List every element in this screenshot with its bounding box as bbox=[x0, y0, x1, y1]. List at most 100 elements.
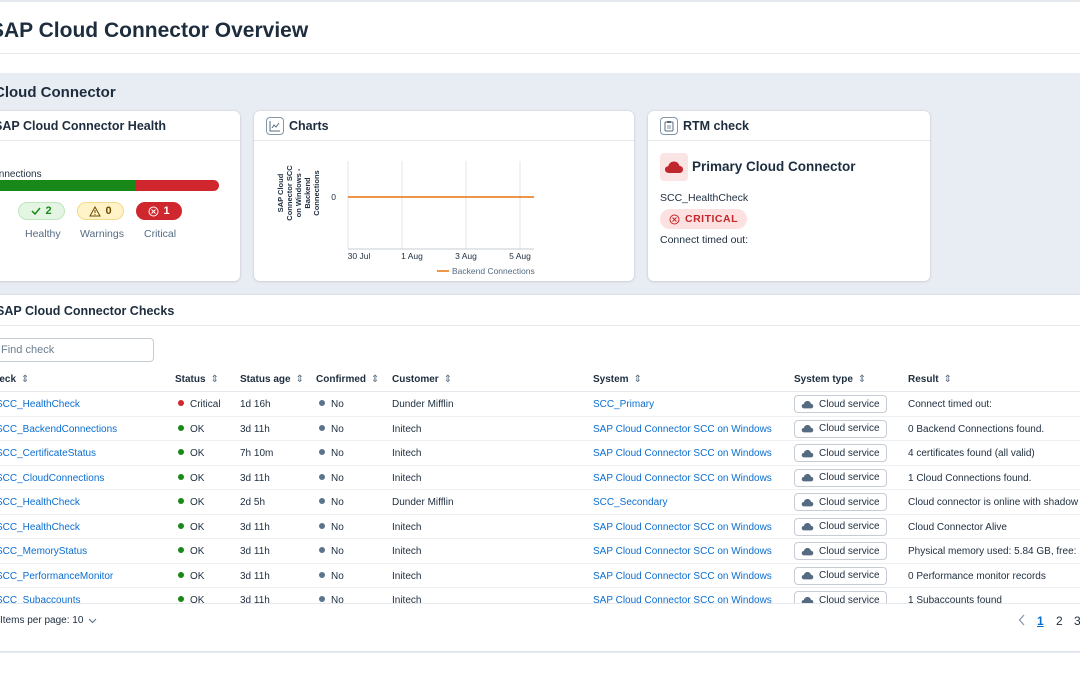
system-link[interactable]: SAP Cloud Connector SCC on Windows bbox=[593, 570, 772, 582]
status-text: OK bbox=[190, 497, 205, 508]
table-row[interactable]: SCC_HealthCheck Critical 1d 16h No Dunder Mi… bbox=[0, 392, 1080, 417]
status-cell: Critical bbox=[178, 399, 221, 410]
check-name-link[interactable]: SCC_HealthCheck bbox=[0, 521, 80, 533]
check-name-link[interactable]: SCC_HealthCheck bbox=[0, 399, 80, 410]
result-cell: 0 Backend Connections found. bbox=[908, 423, 1045, 435]
system-type-text: Cloud service bbox=[819, 521, 880, 532]
backend-connections-chart: 30 Jul 1 Aug 3 Aug 5 Aug 0 SAP Cloud Connector… bbox=[276, 161, 535, 276]
page-2-link[interactable]: 2 bbox=[1056, 614, 1063, 628]
status-cell: OK bbox=[178, 497, 204, 508]
warnings-pill[interactable]: 0 bbox=[77, 202, 124, 220]
table-row[interactable]: SCC_HealthCheck OK 2d 5h No Dunder Mifflin SC… bbox=[0, 490, 1080, 515]
confirmed-dot-icon bbox=[319, 596, 325, 602]
table-row[interactable]: SCC_CloudConnections OK 3d 11h No Initech SAP… bbox=[0, 466, 1080, 490]
column-header-system-type[interactable]: System type ⇕ bbox=[794, 374, 866, 385]
healthy-pill[interactable]: 2 bbox=[18, 202, 65, 220]
check-name-link[interactable]: SCC_BackendConnections bbox=[0, 423, 118, 435]
column-header-confirmed[interactable]: Confirmed ⇕ bbox=[316, 374, 379, 385]
page-3-link[interactable]: 3 bbox=[1074, 614, 1080, 628]
status-dot-icon bbox=[178, 498, 184, 504]
table-row[interactable]: SCC_MemoryStatus OK 3d 11h No Initech SAP Clo… bbox=[0, 539, 1080, 564]
charts-card: Charts 30 Jul 1 Aug 3 Aug 5 Aug 0 SAP Cloud Co… bbox=[254, 111, 634, 281]
system-type-text: Cloud service bbox=[819, 472, 880, 483]
customer-cell: Initech bbox=[392, 448, 422, 459]
previous-page-icon[interactable] bbox=[1018, 614, 1026, 629]
column-header-check-label: Check bbox=[0, 374, 17, 385]
sort-icon: ⇕ bbox=[633, 374, 642, 385]
check-name-link[interactable]: SCC_Subaccounts bbox=[0, 595, 81, 604]
status-dot-icon bbox=[178, 522, 184, 529]
column-header-check[interactable]: Check ⇕ bbox=[0, 374, 29, 385]
sort-icon: ⇕ bbox=[943, 374, 952, 385]
column-header-customer[interactable]: Customer ⇕ bbox=[392, 374, 452, 385]
customer-cell: Initech bbox=[392, 521, 422, 533]
system-link[interactable]: SAP Cloud Connector SCC on Windows bbox=[593, 546, 772, 557]
cloud-icon bbox=[801, 473, 814, 482]
find-check-input[interactable] bbox=[0, 338, 154, 362]
system-type-tag: Cloud service bbox=[794, 566, 887, 585]
check-name-link[interactable]: SCC_PerformanceMonitor bbox=[0, 570, 114, 582]
warnings-label: Warnings bbox=[80, 228, 124, 240]
system-link[interactable]: SAP Cloud Connector SCC on Windows bbox=[593, 521, 772, 533]
sort-icon: ⇕ bbox=[443, 374, 453, 385]
check-name-link[interactable]: SCC_CertificateStatus bbox=[0, 448, 97, 459]
status-text: OK bbox=[190, 448, 205, 459]
warnings-count: 0 bbox=[105, 205, 112, 217]
table-row[interactable]: SCC_PerformanceMonitor OK 3d 11h No Initech S… bbox=[0, 564, 1080, 588]
column-header-status-age-label: Status age bbox=[240, 374, 291, 385]
table-row[interactable]: SCC_Subaccounts OK 3d 11h No Initech SAP Clou… bbox=[0, 588, 1080, 604]
column-header-status-age[interactable]: Status age ⇕ bbox=[240, 374, 304, 385]
cloud-icon bbox=[801, 522, 814, 531]
status-dot-icon bbox=[178, 473, 184, 480]
status-dot-icon bbox=[178, 424, 184, 431]
system-link[interactable]: SCC_Primary bbox=[593, 399, 655, 410]
confirmed-dot-icon bbox=[319, 547, 325, 553]
table-row[interactable]: SCC_BackendConnections OK 3d 11h No Initech S… bbox=[0, 417, 1080, 441]
health-bar bbox=[0, 180, 219, 191]
status-age-cell: 3d 11h bbox=[240, 570, 270, 582]
error-icon bbox=[669, 214, 680, 224]
confirmed-cell: No bbox=[319, 424, 344, 435]
status-text: OK bbox=[190, 595, 205, 604]
column-header-status[interactable]: Status ⇕ bbox=[175, 374, 219, 385]
column-header-system[interactable]: System ⇕ bbox=[593, 374, 642, 385]
cloud-icon bbox=[660, 153, 688, 181]
confirmed-text: No bbox=[331, 595, 344, 604]
system-type-text: Cloud service bbox=[819, 398, 880, 410]
items-per-page-select[interactable]: Items per page: 10 bbox=[0, 615, 97, 626]
confirmed-dot-icon bbox=[319, 522, 325, 529]
column-header-result[interactable]: Result ⇕ bbox=[908, 374, 952, 385]
status-text: Critical bbox=[190, 399, 221, 410]
checks-divider bbox=[0, 325, 1080, 326]
status-text: OK bbox=[190, 570, 205, 582]
system-link[interactable]: SAP Cloud Connector SCC on Windows bbox=[593, 448, 772, 459]
page-1-link[interactable]: 1 bbox=[1037, 614, 1044, 628]
check-name-link[interactable]: SCC_HealthCheck bbox=[0, 497, 80, 508]
critical-pill[interactable]: 1 bbox=[136, 202, 182, 220]
status-age-cell: 3d 11h bbox=[240, 521, 270, 533]
system-link[interactable]: SAP Cloud Connector SCC on Windows bbox=[593, 472, 772, 484]
checks-title: SAP Cloud Connector Checks bbox=[0, 304, 175, 318]
table-row[interactable]: SCC_HealthCheck OK 3d 11h No Initech SAP Clou… bbox=[0, 515, 1080, 539]
check-icon bbox=[31, 207, 42, 215]
status-text: OK bbox=[190, 521, 205, 533]
confirmed-dot-icon bbox=[319, 498, 325, 504]
customer-cell: Initech bbox=[392, 595, 422, 604]
checks-table-body: SCC_HealthCheck Critical 1d 16h No Dunder Mi… bbox=[0, 392, 1080, 604]
system-type-text: Cloud service bbox=[819, 447, 880, 459]
charts-card-title: Charts bbox=[289, 119, 329, 133]
confirmed-text: No bbox=[331, 472, 344, 484]
confirmed-dot-icon bbox=[319, 473, 325, 480]
system-link[interactable]: SAP Cloud Connector SCC on Windows bbox=[593, 595, 772, 604]
status-text: OK bbox=[190, 472, 205, 484]
result-cell: Cloud Connector Alive bbox=[908, 521, 1007, 533]
status-cell: OK bbox=[178, 571, 204, 582]
check-name-link[interactable]: SCC_MemoryStatus bbox=[0, 546, 88, 557]
check-name-link[interactable]: SCC_CloudConnections bbox=[0, 472, 105, 484]
system-link[interactable]: SAP Cloud Connector SCC on Windows bbox=[593, 423, 772, 435]
customer-cell: Initech bbox=[392, 472, 422, 484]
status-cell: OK bbox=[178, 424, 204, 435]
system-link[interactable]: SCC_Secondary bbox=[593, 497, 668, 508]
table-row[interactable]: SCC_CertificateStatus OK 7h 10m No Initech SA… bbox=[0, 441, 1080, 466]
status-age-cell: 3d 11h bbox=[240, 423, 270, 435]
